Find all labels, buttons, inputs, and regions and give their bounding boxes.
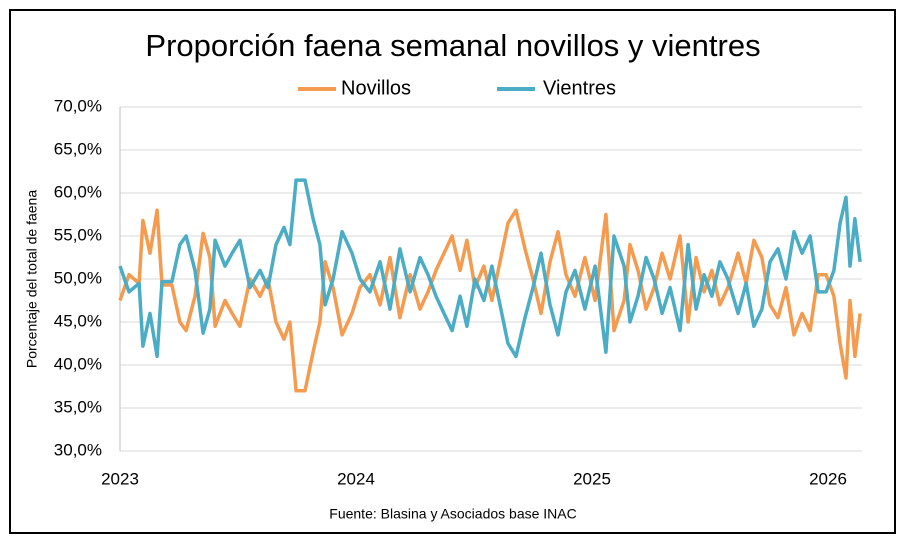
y-tick-label: 40,0% bbox=[54, 354, 102, 373]
x-tick-label: 2025 bbox=[573, 469, 611, 488]
y-tick-label: 50,0% bbox=[54, 268, 102, 287]
series-line bbox=[118, 178, 862, 359]
legend-label: Novillos bbox=[341, 77, 411, 99]
y-tick-label: 55,0% bbox=[54, 225, 102, 244]
series-line bbox=[118, 208, 862, 393]
legend-label: Vientres bbox=[543, 77, 616, 99]
y-axis-label: Porcentaje del total de faena bbox=[24, 190, 40, 368]
y-tick-label: 45,0% bbox=[54, 311, 102, 330]
y-tick-label: 30,0% bbox=[54, 440, 102, 459]
y-tick-label: 60,0% bbox=[54, 182, 102, 201]
x-tick-label: 2026 bbox=[809, 469, 847, 488]
chart-frame bbox=[9, 9, 896, 534]
y-tick-label: 65,0% bbox=[54, 139, 102, 158]
source-note: Fuente: Blasina y Asociados base INAC bbox=[329, 506, 576, 522]
y-tick-label: 35,0% bbox=[54, 397, 102, 416]
x-tick-label: 2024 bbox=[337, 469, 375, 488]
x-tick-label: 2023 bbox=[101, 469, 139, 488]
y-tick-label: 70,0% bbox=[54, 96, 102, 115]
chart-title: Proporción faena semanal novillos y vien… bbox=[145, 28, 760, 63]
